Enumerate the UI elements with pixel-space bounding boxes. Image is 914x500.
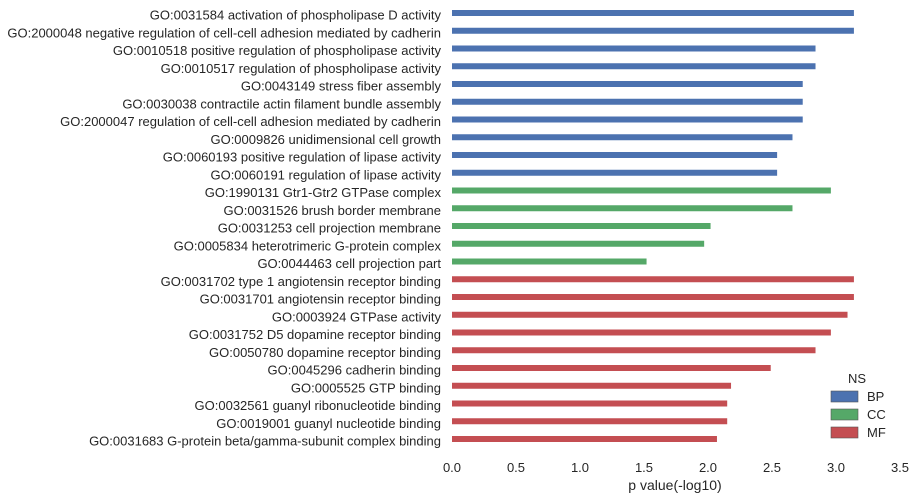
- bar-cc: [452, 240, 705, 247]
- bar-mf: [452, 365, 771, 371]
- bar-cc: [452, 205, 793, 212]
- category-label: GO:0030038 contractile actin filament bu…: [122, 96, 441, 111]
- bar-mf: [452, 400, 728, 407]
- category-label: GO:0031526 brush border membrane: [223, 203, 441, 218]
- x-axis-title: p value(-log10): [628, 477, 721, 493]
- category-label: GO:2000048 negative regulation of cell-c…: [7, 25, 441, 40]
- category-label: GO:0010517 regulation of phospholipase a…: [161, 61, 442, 76]
- legend-title: NS: [848, 371, 866, 386]
- bar-bp: [452, 45, 816, 52]
- bar-mf: [452, 382, 732, 389]
- legend-swatch-bp: [830, 390, 859, 403]
- x-tick-label: 3.5: [891, 460, 909, 475]
- x-tick-label: 2.0: [699, 460, 717, 475]
- category-label: GO:0031584 activation of phospholipase D…: [150, 8, 442, 23]
- category-label: GO:0005525 GTP binding: [291, 380, 441, 395]
- category-label: GO:0005834 heterotrimeric G-protein comp…: [174, 238, 442, 253]
- category-label: GO:2000047 regulation of cell-cell adhes…: [60, 114, 441, 129]
- x-tick-label: 1.5: [635, 460, 653, 475]
- legend-swatch-mf: [830, 426, 859, 439]
- category-label: GO:0031683 G-protein beta/gamma-subunit …: [89, 434, 441, 449]
- bar-cc: [452, 187, 831, 194]
- x-tick-label: 0.5: [507, 460, 525, 475]
- category-label: GO:0031702 type 1 angiotensin receptor b…: [161, 274, 441, 289]
- legend: NS BP CC MF: [830, 371, 886, 440]
- category-label: GO:0045296 cadherin binding: [268, 363, 441, 378]
- category-label: GO:0060193 positive regulation of lipase…: [163, 150, 442, 165]
- x-axis-ticks: 0.0 0.5 1.0 1.5 2.0 2.5 3.0 3.5: [443, 460, 909, 475]
- legend-label-mf: MF: [867, 425, 886, 440]
- category-label: GO:0044463 cell projection part: [257, 256, 441, 271]
- category-labels: GO:0031584 activation of phospholipase D…: [7, 8, 441, 449]
- bar-bp: [452, 134, 793, 141]
- bar-mf: [452, 276, 854, 283]
- bar-cc: [452, 223, 711, 229]
- bar-bp: [452, 27, 854, 34]
- bar-bp: [452, 63, 816, 70]
- bars-layer: [452, 10, 854, 442]
- category-label: GO:0031253 cell projection membrane: [218, 221, 441, 236]
- legend-label-bp: BP: [867, 389, 884, 404]
- bar-bp: [452, 98, 803, 105]
- bar-mf: [452, 311, 848, 318]
- bar-bp: [452, 152, 778, 158]
- bar-bp: [452, 169, 778, 176]
- category-label: GO:0060191 regulation of lipase activity: [210, 167, 441, 182]
- bar-mf: [452, 436, 717, 442]
- category-label: GO:0003924 GTPase activity: [272, 309, 442, 324]
- bar-mf: [452, 294, 854, 300]
- x-tick-label: 3.0: [827, 460, 845, 475]
- category-label: GO:0009826 unidimensional cell growth: [210, 132, 441, 147]
- legend-label-cc: CC: [867, 407, 886, 422]
- bar-bp: [452, 81, 803, 87]
- bar-mf: [452, 329, 831, 336]
- category-label: GO:0010518 positive regulation of phosph…: [113, 43, 442, 58]
- category-label: GO:1990131 Gtr1-Gtr2 GTPase complex: [205, 185, 442, 200]
- bar-bp: [452, 116, 803, 123]
- category-label: GO:0031752 D5 dopamine receptor binding: [189, 327, 441, 342]
- category-label: GO:0043149 stress fiber assembly: [241, 79, 442, 94]
- bar-cc: [452, 258, 647, 265]
- category-label: GO:0031701 angiotensin receptor binding: [200, 292, 441, 307]
- category-label: GO:0050780 dopamine receptor binding: [209, 345, 441, 360]
- x-tick-label: 1.0: [571, 460, 589, 475]
- category-label: GO:0032561 guanyl ribonucleotide binding: [195, 398, 441, 413]
- bar-mf: [452, 418, 728, 425]
- bar-bp: [452, 10, 854, 16]
- x-tick-label: 2.5: [763, 460, 781, 475]
- x-tick-label: 0.0: [443, 460, 461, 475]
- legend-swatch-cc: [830, 408, 859, 421]
- category-label: GO:0019001 guanyl nucleotide binding: [216, 416, 441, 431]
- bar-mf: [452, 347, 816, 354]
